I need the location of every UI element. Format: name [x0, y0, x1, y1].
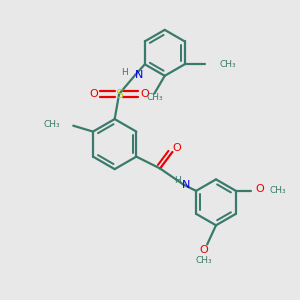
Text: N: N — [182, 180, 191, 190]
Text: CH₃: CH₃ — [220, 60, 237, 69]
Text: CH₃: CH₃ — [196, 256, 212, 265]
Text: O: O — [255, 184, 264, 194]
Text: O: O — [89, 89, 98, 99]
Text: O: O — [200, 245, 208, 255]
Text: H: H — [174, 176, 181, 185]
Text: O: O — [172, 142, 181, 153]
Text: CH₃: CH₃ — [44, 120, 60, 129]
Text: S: S — [115, 88, 123, 100]
Text: CH₃: CH₃ — [146, 93, 163, 102]
Text: CH₃: CH₃ — [270, 186, 286, 195]
Text: O: O — [140, 89, 149, 99]
Text: H: H — [122, 68, 128, 77]
Text: N: N — [135, 70, 144, 80]
